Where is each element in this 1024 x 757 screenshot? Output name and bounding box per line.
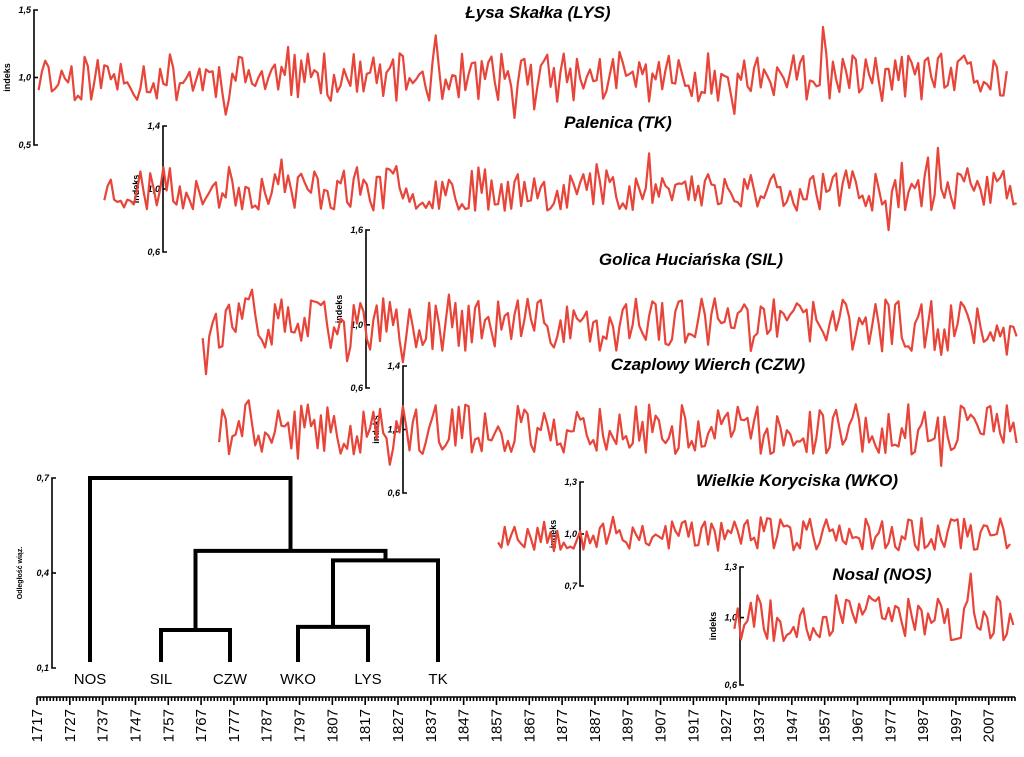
y-tick-label: 0,7 bbox=[564, 581, 578, 591]
dendrogram-leaf-label: WKO bbox=[280, 671, 316, 688]
dendrogram-y-tick-label: 0,7 bbox=[36, 473, 50, 483]
dendrogram-y-axis-title: Odległość wiąz. bbox=[17, 547, 24, 600]
dendrogram-y-tick-label: 0,4 bbox=[36, 568, 49, 578]
chart-title: Palenica (TK) bbox=[564, 113, 672, 132]
y-tick-label: 1,5 bbox=[18, 5, 32, 15]
series-line-tk bbox=[103, 146, 1017, 232]
dendrogram-leaf-label: LYS bbox=[354, 671, 381, 688]
x-tick-label: 1907 bbox=[653, 709, 670, 742]
y-tick-label: 0,6 bbox=[724, 680, 738, 690]
y-tick-label: 0,6 bbox=[147, 247, 161, 257]
chart-title: Łysa Skałka (LYS) bbox=[464, 3, 611, 22]
y-axis-title: indeks bbox=[131, 175, 141, 204]
y-axis-line bbox=[365, 229, 370, 389]
dendrogram-link bbox=[193, 548, 388, 630]
x-tick-label: 1757 bbox=[160, 709, 177, 742]
chronology-series-layer: 1,5 1,0 0,5 indeks Łysa Skałka (LYS) 1,4 1,0 0,… bbox=[2, 3, 1018, 690]
x-tick-label: 1897 bbox=[620, 709, 637, 742]
x-tick-label: 1767 bbox=[193, 709, 210, 742]
x-tick-label: 1847 bbox=[456, 709, 473, 742]
x-tick-label: 2007 bbox=[981, 709, 998, 742]
chart-title: Golica Huciańska (SIL) bbox=[599, 250, 784, 269]
dendrogram-leaf-label: TK bbox=[428, 671, 447, 688]
x-tick-label: 1717 bbox=[29, 709, 46, 742]
y-axis-title: indeks bbox=[2, 63, 12, 92]
chart-title: Nosal (NOS) bbox=[832, 565, 932, 584]
x-tick-label: 1937 bbox=[751, 709, 768, 742]
y-axis-title: indeks bbox=[708, 612, 718, 641]
y-tick-label: 1,0 bbox=[724, 613, 737, 623]
chronology-panel-lys: 1,5 1,0 0,5 indeks Łysa Skałka (LYS) bbox=[2, 3, 1008, 150]
y-tick-label: 1,0 bbox=[350, 320, 363, 330]
x-tick-label: 1807 bbox=[324, 709, 341, 742]
series-line-lys bbox=[37, 25, 1008, 120]
x-tick-label: 1837 bbox=[423, 709, 440, 742]
y-tick-label: 1,0 bbox=[18, 73, 31, 83]
y-tick-label: 1,6 bbox=[350, 225, 364, 235]
dendrogram-leaf-label: CZW bbox=[213, 671, 248, 688]
dendrogram-link bbox=[88, 476, 293, 662]
series-line-sil bbox=[201, 288, 1018, 376]
dendrogram-leaf-label: NOS bbox=[74, 671, 107, 688]
y-axis-title: indeks bbox=[334, 295, 344, 324]
cluster-dendrogram: 0,7 0,4 0,1 Odległość wiąz. NOS SIL CZW WKO LYS T… bbox=[17, 473, 448, 688]
x-tick-label: 1947 bbox=[784, 709, 801, 742]
y-axis-title: indeks bbox=[548, 520, 558, 549]
y-tick-label: 1,0 bbox=[387, 425, 400, 435]
chronology-panel-nos: 1,3 1,0 0,6 indeks Nosal (NOS) bbox=[708, 562, 1015, 690]
x-tick-label: 1927 bbox=[718, 709, 735, 742]
y-tick-label: 1,4 bbox=[147, 121, 160, 131]
dendrogram-link bbox=[159, 628, 232, 662]
x-tick-label: 1737 bbox=[95, 709, 112, 742]
x-tick-label: 1887 bbox=[587, 709, 604, 742]
y-tick-label: 0,5 bbox=[18, 140, 32, 150]
series-line-wko bbox=[497, 515, 1011, 553]
x-tick-label: 1727 bbox=[62, 709, 79, 742]
y-tick-label: 1,4 bbox=[387, 361, 400, 371]
x-tick-label: 1797 bbox=[292, 709, 309, 742]
x-tick-label: 1827 bbox=[390, 709, 407, 742]
dendrogram-link bbox=[331, 558, 440, 662]
y-tick-label: 1,0 bbox=[564, 529, 577, 539]
dendrogram-y-tick-label: 0,1 bbox=[36, 663, 49, 673]
x-tick-label: 1957 bbox=[817, 709, 834, 742]
dendrogram-link bbox=[296, 624, 370, 662]
x-tick-label: 1977 bbox=[882, 709, 899, 742]
chart-title: Wielkie Koryciska (WKO) bbox=[696, 471, 898, 490]
y-tick-label: 0,6 bbox=[387, 488, 401, 498]
y-tick-label: 1,3 bbox=[564, 477, 577, 487]
x-tick-label: 1817 bbox=[357, 709, 374, 742]
x-tick-label: 1857 bbox=[488, 709, 505, 742]
x-tick-label: 1987 bbox=[915, 709, 932, 742]
series-line-czw bbox=[218, 399, 1018, 467]
x-tick-label: 1877 bbox=[554, 709, 571, 742]
chronology-panel-sil: 1,6 1,0 0,6 indeks Golica Huciańska (SIL) bbox=[201, 225, 1018, 393]
chronology-panel-wko: 1,3 1,0 0,7 indeks Wielkie Koryciska (WKO) bbox=[497, 471, 1011, 591]
x-tick-label: 1787 bbox=[259, 709, 276, 742]
x-tick-label: 1777 bbox=[226, 709, 243, 742]
x-tick-label: 1867 bbox=[521, 709, 538, 742]
y-tick-label: 0,6 bbox=[350, 383, 364, 393]
x-tick-label: 1747 bbox=[127, 709, 144, 742]
x-tick-label: 1917 bbox=[685, 709, 702, 742]
y-tick-label: 1,3 bbox=[724, 562, 737, 572]
calendar-year-axis: 1717 1727 1737 1747 1757 1767 1777 1787 1797 1807… bbox=[29, 696, 1016, 742]
dendrogram-leaf-label: SIL bbox=[150, 671, 173, 688]
x-tick-label: 1967 bbox=[849, 709, 866, 742]
chart-title: Czaplowy Wierch (CZW) bbox=[611, 355, 806, 374]
x-tick-label: 1997 bbox=[948, 709, 965, 742]
series-line-nos bbox=[733, 572, 1015, 643]
